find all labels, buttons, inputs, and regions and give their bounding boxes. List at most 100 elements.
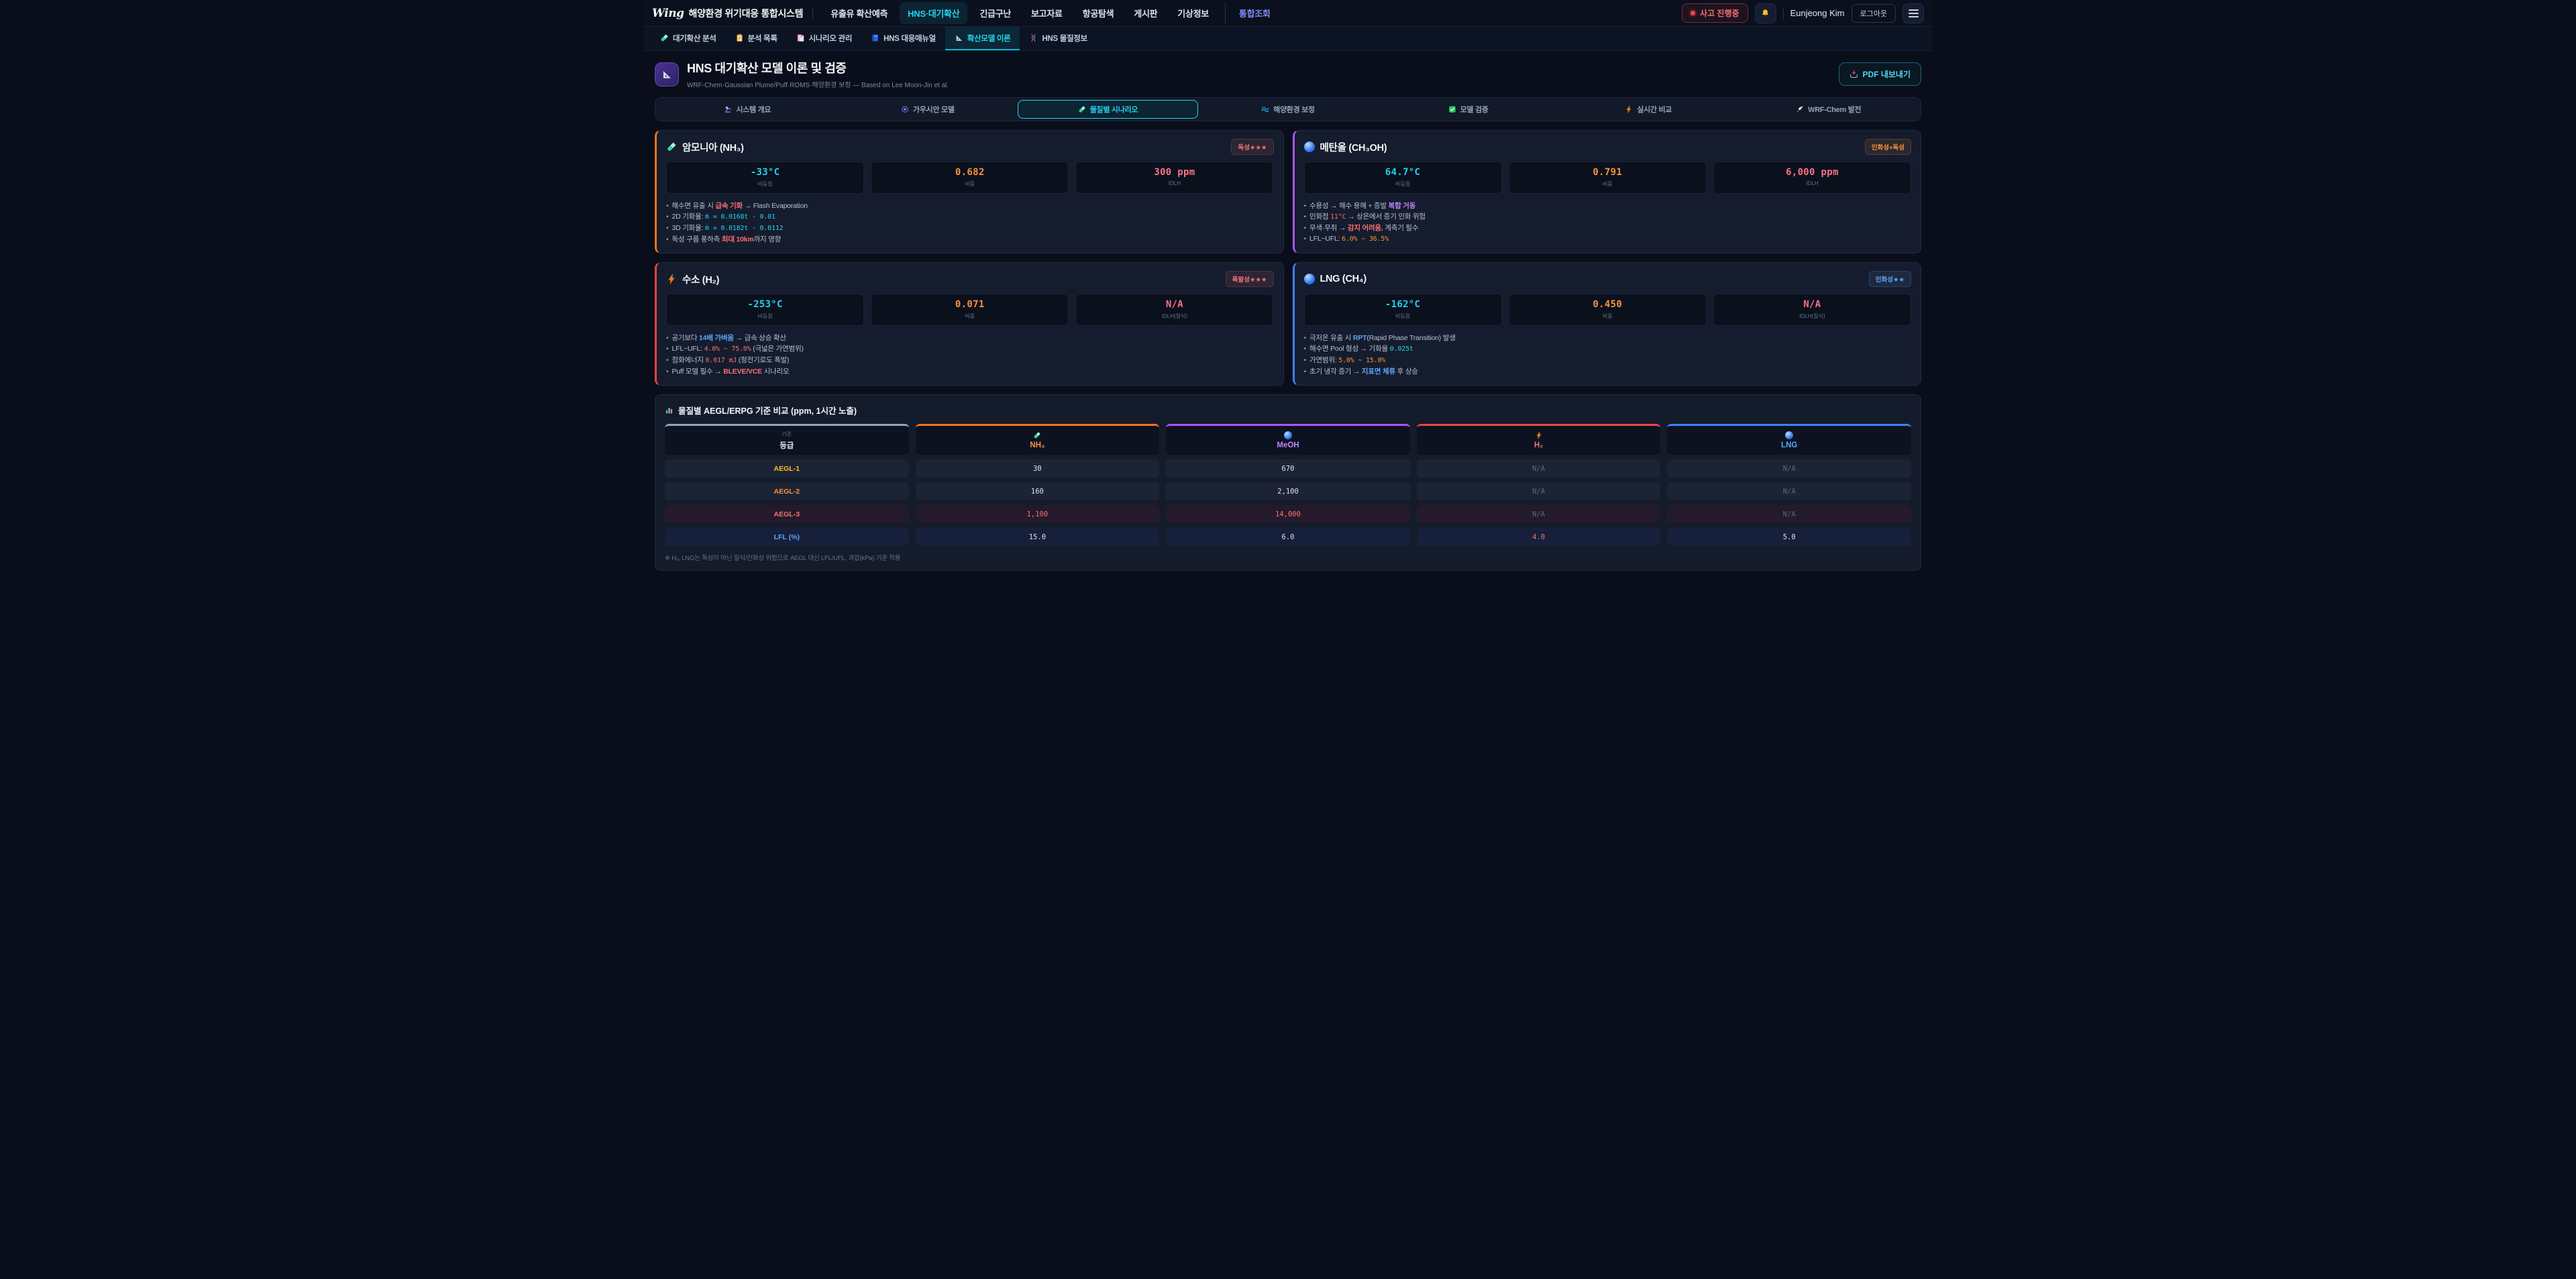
table-col-header-label: 등급 [780, 441, 794, 450]
stat-label: 비중 [1602, 313, 1613, 319]
sphere-icon [1303, 274, 1315, 284]
bullet-text: LFL~UFL: [672, 345, 704, 353]
section-tab[interactable]: 실시간 비교 [1558, 100, 1739, 119]
hazard-badge: 인화성+독성 [1864, 139, 1911, 155]
nav-item[interactable]: 긴급구난 [971, 2, 1019, 24]
highlight-text: 지표면 체류 [1361, 368, 1395, 376]
stat-value: 300 ppm [1154, 167, 1195, 178]
section-tab[interactable]: 가우시안 모델 [838, 100, 1018, 119]
stat-box: -33°C 비등점 [666, 162, 865, 194]
card-bullets: • 수용성 → 해수 용해 + 증발 복합 거동 • 인화점 11°C → 상온에서 … [1304, 201, 1912, 245]
nav-item[interactable]: 통합조회 [1224, 2, 1279, 24]
notifications-button[interactable] [1754, 3, 1776, 23]
bullet-text: 독성 구름 풍하측 [672, 235, 722, 243]
nav-item[interactable]: 게시판 [1126, 2, 1165, 24]
table-cell: 1,100 [915, 505, 1160, 523]
table-col-header-NH₃: NH₃ [915, 424, 1160, 455]
table-cell: 30 [915, 459, 1160, 478]
bullet-text: 해수면 Pool 형성 → 기화율 [1309, 345, 1390, 353]
stats-row: -33°C 비등점 0.682 비중 300 ppm IDLH [666, 162, 1274, 194]
stat-value: 0.450 [1593, 299, 1623, 310]
card-bullets: • 공기보다 14배 가벼움 → 급속 상승 확산 • LFL~UFL: 4.0% ~… [666, 333, 1274, 377]
nav-item[interactable]: 유출유 확산예측 [822, 2, 896, 24]
test-tube-icon [660, 34, 669, 42]
table-cell: N/A [1416, 505, 1661, 523]
table-cell: N/A [1416, 459, 1661, 478]
nav-item[interactable]: HNS·대기확산 [900, 2, 968, 24]
table-title: 물질별 AEGL/ERPG 기준 비교 (ppm, 1시간 노출) [678, 406, 857, 416]
main-nav: 유출유 확산예측 HNS·대기확산 긴급구난 보고자료 항공탐색 게시판 기상정보 통합조회 [822, 2, 1278, 24]
table-cell: 5.0 [1667, 528, 1911, 546]
table-row-label: AEGL-2 [665, 482, 909, 500]
card-bullet: • 점화에너지 0.017 mJ (정전기로도 폭발) [666, 355, 1274, 366]
card-title: 메탄올 (CH₃OH) [1320, 142, 1387, 154]
pdf-export-button[interactable]: PDF 내보내기 [1838, 62, 1921, 86]
test-tube-icon [666, 142, 677, 152]
bar-chart-icon [665, 406, 674, 414]
section-tab[interactable]: 물질별 시나리오 [1018, 100, 1198, 119]
section-tab[interactable]: 해양환경 보정 [1198, 100, 1379, 119]
card-header: 암모니아 (NH₃) 독성★★★ [666, 139, 1274, 155]
highlight-text: 11°C [1330, 213, 1346, 221]
bullet-text: 공기보다 [672, 334, 700, 342]
bullet-text: → 급속 상승 확산 [733, 334, 786, 342]
substance-card-nh3: 암모니아 (NH₃) 독성★★★ -33°C 비등점 0.682 비중 300 ppm IDL… [655, 130, 1284, 254]
bullet-marker: • [1303, 334, 1307, 342]
substance-card-lng: LNG (CH₄) 인화성★★ -162°C 비등점 0.450 비중 N/A IDLH(질식… [1292, 262, 1921, 386]
bullet-text: 점화에너지 [672, 356, 706, 364]
subnav-tab[interactable]: HNS 물질정보 [1020, 27, 1096, 50]
stat-label: 비중 [965, 313, 975, 319]
section-tab-label: 가우시안 모델 [913, 106, 955, 114]
stat-box: N/A IDLH(질식) [1713, 294, 1911, 326]
table-cell: N/A [1667, 459, 1911, 478]
table-footnote: ※ H₂, LNG는 독성이 아닌 질식/인화성 위험으로 AEGL 대신 LF… [665, 555, 901, 562]
table-col-header-label: H₂ [1534, 441, 1544, 449]
nav-item[interactable]: 기상정보 [1169, 2, 1217, 24]
subnav-tab[interactable]: 확산모델 이론 [945, 27, 1020, 50]
subnav-tab-label: 대기확산 분석 [673, 34, 716, 43]
sphere-icon [1283, 431, 1292, 439]
card-bullet: • 2D 기화율: ṁ = 0.0168t - 0.01 [666, 211, 1274, 223]
divider [1782, 7, 1784, 19]
app-logo[interactable]: Wing 해양환경 위기대응 통합시스템 [652, 6, 804, 20]
table-col-header-label: LNG [1781, 441, 1798, 449]
wave-icon [1261, 105, 1269, 113]
rocket-icon [1796, 105, 1804, 113]
section-tab[interactable]: 모델 검증 [1378, 100, 1558, 119]
subnav-tab[interactable]: HNS 대응매뉴얼 [861, 27, 945, 50]
stat-value: 0.071 [955, 299, 985, 310]
section-tab[interactable]: WRF-Chem 발전 [1738, 100, 1919, 119]
table-cell: 14,000 [1166, 505, 1410, 523]
book-icon [871, 34, 879, 42]
bullet-text: (Rapid Phase Transition) 발생 [1366, 334, 1456, 342]
card-bullet: • 무색·무취 → 감지 어려움, 계측기 필수 [1304, 223, 1912, 233]
stats-row: 64.7°C 비등점 0.791 비중 6,000 ppm IDLH [1303, 162, 1912, 194]
stats-row: -162°C 비등점 0.450 비중 N/A IDLH(질식) [1303, 294, 1912, 326]
section-tabs: 시스템 개요 가우시안 모델 물질별 시나리오 해양환경 보정 모델 검증 실시간 비교 W… [655, 97, 1921, 121]
bullet-text: 시나리오 [761, 368, 790, 376]
subnav-tab[interactable]: 분석 목록 [726, 27, 787, 50]
subnav-tab[interactable]: 대기확산 분석 [651, 27, 726, 50]
bullet-text: 계측기 필수 [1383, 224, 1419, 232]
stat-label: 비등점 [757, 181, 773, 187]
bullet-text: 초기 냉각 증기 → [1309, 368, 1362, 376]
table-row-label: LFL (%) [665, 528, 909, 546]
card-bullet: • Puff 모델 필수 → BLEVE/VCE 시나리오 [666, 366, 1274, 377]
table-cell: N/A [1667, 505, 1911, 523]
subnav-tab[interactable]: 시나리오 관리 [787, 27, 862, 50]
stats-row: -253°C 비등점 0.071 비중 N/A IDLH(질식) [666, 294, 1274, 326]
menu-button[interactable] [1902, 3, 1924, 23]
logout-button[interactable]: 로그아웃 [1851, 3, 1896, 23]
nav-item[interactable]: 보고자료 [1023, 2, 1071, 24]
wing-logo: Wing [652, 6, 684, 20]
nav-item[interactable]: 항공탐색 [1075, 2, 1122, 24]
stat-value: -33°C [750, 167, 780, 178]
table-col-header-top: 기준 [782, 431, 792, 437]
section-tab[interactable]: 시스템 개요 [657, 100, 838, 119]
page-title: HNS 대기확산 모델 이론 및 검증 [687, 62, 847, 75]
highlight-text: 감지 어려움, [1347, 224, 1383, 232]
incident-badge-label: 사고 진행중 [1700, 9, 1739, 18]
export-icon [1849, 70, 1858, 78]
section-tab-label: 해양환경 보정 [1273, 106, 1315, 114]
stat-box: 300 ppm IDLH [1075, 162, 1274, 194]
